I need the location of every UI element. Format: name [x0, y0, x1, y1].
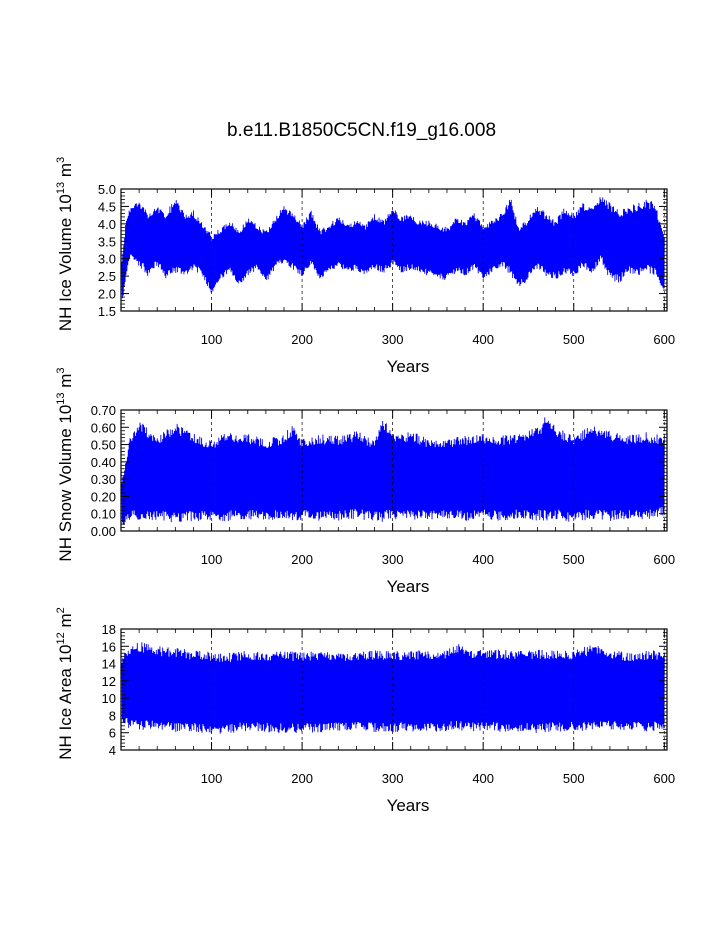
x-tick-label: 500 — [563, 552, 585, 567]
y-tick-label: 0.20 — [91, 489, 116, 504]
y-tick-label: 14 — [102, 657, 116, 672]
figure-title: b.e11.B1850C5CN.f19_g16.008 — [226, 120, 497, 141]
y-tick-label: 4.5 — [98, 199, 116, 214]
y-axis-label: NH Ice Area 1012 m2 — [55, 607, 75, 760]
y-tick-label: 0.00 — [91, 524, 116, 539]
y-tick-label: 0.50 — [91, 438, 116, 453]
plot-frame-1 — [120, 188, 668, 312]
y-tick-label: 4.0 — [98, 217, 116, 232]
y-tick-label: 3.5 — [98, 234, 116, 249]
plot-frame-2 — [120, 409, 668, 532]
y-tick-label: 0.30 — [91, 472, 116, 487]
x-tick-label: 200 — [291, 332, 313, 347]
series-line-3-1 — [121, 642, 665, 734]
y-axis-label: NH Snow Volume 1013 m3 — [55, 367, 75, 561]
x-tick-label: 400 — [472, 552, 494, 567]
x-tick-label: 600 — [653, 332, 675, 347]
series-line-1-1 — [121, 197, 665, 299]
x-tick-label: 200 — [291, 552, 313, 567]
y-axis-label: NH Ice Volume 1013 m3 — [55, 157, 75, 331]
y-tick-label: 8 — [109, 708, 116, 723]
y-tick-label: 6 — [109, 726, 116, 741]
x-tick-label: 100 — [201, 332, 223, 347]
y-tick-label: 18 — [102, 622, 116, 637]
y-tick-label: 3.0 — [98, 252, 116, 267]
y-tick-label: 4 — [109, 743, 116, 758]
x-tick-label: 300 — [382, 771, 404, 786]
x-tick-label: 400 — [472, 771, 494, 786]
y-tick-label: 0.60 — [91, 420, 116, 435]
x-tick-label: 100 — [201, 771, 223, 786]
x-tick-label: 500 — [563, 332, 585, 347]
plot-frame-3 — [120, 628, 668, 751]
x-axis-label: Years — [387, 577, 430, 596]
x-tick-label: 300 — [382, 332, 404, 347]
y-tick-label: 5.0 — [98, 182, 116, 197]
y-tick-label: 16 — [102, 639, 116, 654]
x-tick-label: 600 — [653, 552, 675, 567]
y-tick-label: 0.10 — [91, 507, 116, 522]
y-tick-label: 1.5 — [98, 304, 116, 319]
series-line-2-1 — [121, 417, 665, 525]
y-tick-label: 2.0 — [98, 287, 116, 302]
y-tick-label: 10 — [102, 691, 116, 706]
x-tick-label: 300 — [382, 552, 404, 567]
y-tick-label: 0.70 — [91, 403, 116, 418]
y-tick-label: 0.40 — [91, 455, 116, 470]
x-axis-label: Years — [387, 357, 430, 376]
x-tick-label: 200 — [291, 771, 313, 786]
x-tick-label: 500 — [563, 771, 585, 786]
x-axis-label: Years — [387, 796, 430, 815]
y-tick-label: 12 — [102, 674, 116, 689]
x-tick-label: 600 — [653, 771, 675, 786]
x-tick-label: 400 — [472, 332, 494, 347]
x-tick-label: 100 — [201, 552, 223, 567]
y-tick-label: 2.5 — [98, 269, 116, 284]
